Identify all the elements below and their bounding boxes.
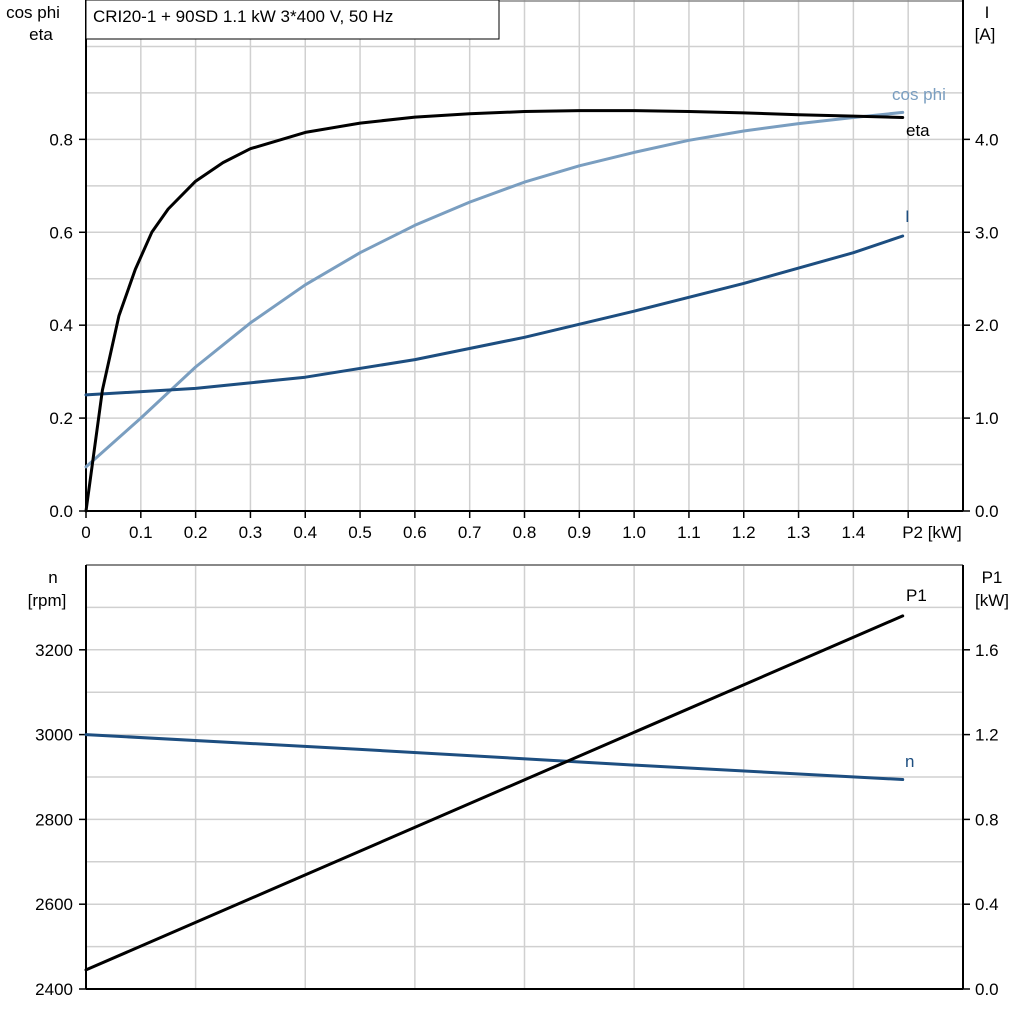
series-label-cos-phi: cos phi bbox=[892, 85, 946, 104]
y-left-tick-label: 0.4 bbox=[49, 316, 73, 335]
y-right-axis-label: [A] bbox=[975, 25, 996, 44]
y-right-tick-label: 3.0 bbox=[975, 223, 999, 242]
y-left-tick-label: 0.8 bbox=[49, 130, 73, 149]
y-right-tick-label: 0.0 bbox=[975, 980, 999, 999]
y-left-axis-label: eta bbox=[29, 25, 53, 44]
x-axis-label: P2 [kW] bbox=[902, 523, 962, 542]
series-label-eta: eta bbox=[906, 121, 930, 140]
chart-title: CRI20-1 + 90SD 1.1 kW 3*400 V, 50 Hz bbox=[93, 7, 393, 26]
x-tick-label: 0.1 bbox=[129, 523, 153, 542]
series-label-I: I bbox=[905, 207, 910, 226]
x-tick-label: 0.8 bbox=[513, 523, 537, 542]
series-label-n: n bbox=[905, 752, 914, 771]
y-right-tick-label: 0.0 bbox=[975, 502, 999, 521]
y-right-tick-label: 1.0 bbox=[975, 409, 999, 428]
y-left-tick-label: 0.2 bbox=[49, 409, 73, 428]
series-line-eta bbox=[84, 109, 905, 513]
series-line-I bbox=[84, 234, 905, 397]
y-left-axis-label: cos phi bbox=[6, 3, 60, 22]
x-tick-label: 0.6 bbox=[403, 523, 427, 542]
y-left-tick-label: 2800 bbox=[35, 810, 73, 829]
x-tick-label: 0.3 bbox=[239, 523, 263, 542]
y-right-tick-label: 0.4 bbox=[975, 895, 999, 914]
y-right-axis-label: [kW] bbox=[975, 591, 1009, 610]
y-right-tick-label: 1.6 bbox=[975, 641, 999, 660]
series-line-n bbox=[84, 733, 905, 781]
x-tick-label: 0.4 bbox=[293, 523, 317, 542]
y-left-tick-label: 0.0 bbox=[49, 502, 73, 521]
y-right-axis-label: P1 bbox=[982, 568, 1003, 587]
series-line-cos-phi bbox=[84, 110, 905, 469]
x-tick-label: 1.4 bbox=[842, 523, 866, 542]
series-label-P1: P1 bbox=[906, 586, 927, 605]
y-left-tick-label: 3200 bbox=[35, 641, 73, 660]
y-right-tick-label: 4.0 bbox=[975, 130, 999, 149]
x-tick-label: 1.1 bbox=[677, 523, 701, 542]
y-left-tick-label: 2400 bbox=[35, 980, 73, 999]
y-right-tick-label: 0.8 bbox=[975, 810, 999, 829]
y-left-tick-label: 0.6 bbox=[49, 223, 73, 242]
y-left-axis-label: [rpm] bbox=[28, 591, 67, 610]
title-box bbox=[85, 0, 500, 40]
x-tick-label: 1.2 bbox=[732, 523, 756, 542]
x-tick-label: 1.0 bbox=[622, 523, 646, 542]
x-tick-label: 0.7 bbox=[458, 523, 482, 542]
y-left-axis-label: n bbox=[48, 568, 57, 587]
y-right-tick-label: 2.0 bbox=[975, 316, 999, 335]
x-tick-label: 0.5 bbox=[348, 523, 372, 542]
y-left-tick-label: 3000 bbox=[35, 726, 73, 745]
x-tick-label: 0.2 bbox=[184, 523, 208, 542]
y-right-tick-label: 1.2 bbox=[975, 726, 999, 745]
x-tick-label: 1.3 bbox=[787, 523, 811, 542]
x-tick-label: 0 bbox=[81, 523, 90, 542]
series-line-P1 bbox=[84, 614, 905, 972]
y-left-tick-label: 2600 bbox=[35, 895, 73, 914]
y-right-axis-label: I bbox=[985, 3, 990, 22]
x-tick-label: 0.9 bbox=[567, 523, 591, 542]
